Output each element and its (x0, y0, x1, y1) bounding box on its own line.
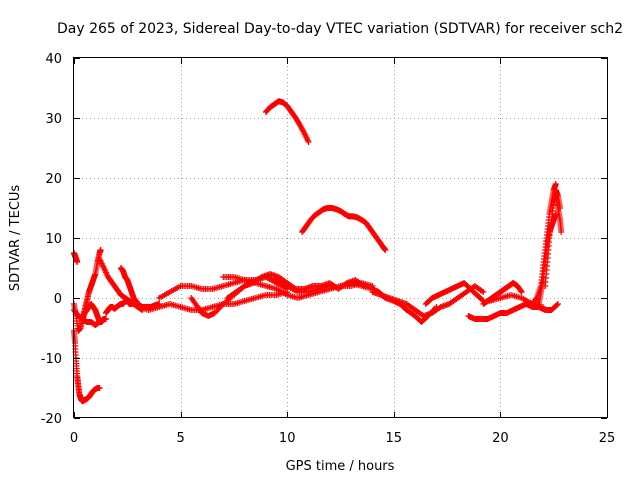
x-tick-label: 15 (386, 431, 403, 446)
y-tick-label: 20 (45, 172, 62, 187)
x-tick-label: 10 (279, 431, 296, 446)
y-tick-labels: -20 -10 0 10 20 30 40 (41, 52, 62, 427)
series-arc-2 (71, 250, 81, 265)
y-tick-label: 10 (45, 232, 62, 247)
series-arc-1 (71, 328, 103, 405)
series-arc-4 (79, 247, 104, 322)
x-tick-label: 20 (492, 431, 509, 446)
data-point (518, 289, 525, 295)
data-point (558, 229, 565, 235)
series-arc-15 (299, 205, 389, 253)
data-point (305, 139, 312, 145)
data-point (100, 316, 107, 322)
data-point (96, 385, 103, 391)
data-point (552, 181, 559, 187)
series-arc-9 (134, 289, 291, 313)
data-point (480, 289, 487, 295)
data-point (540, 304, 547, 310)
y-tick-label: 0 (54, 292, 62, 307)
series-arc-20 (480, 280, 525, 307)
x-tick-label: 25 (599, 431, 616, 446)
data-point (518, 288, 525, 294)
y-axis-label: SDTVAR / TECUs (8, 185, 23, 292)
x-tick-label: 5 (176, 431, 184, 446)
chart-title: Day 265 of 2023, Sidereal Day-to-day VTE… (57, 21, 623, 37)
axis-ticks (74, 58, 608, 419)
data-point (74, 259, 81, 265)
series-arc-19 (465, 301, 561, 322)
series-arc-14 (262, 98, 312, 145)
plot-frame (73, 57, 608, 418)
series-arc-25 (550, 193, 565, 235)
data-points (71, 98, 565, 405)
y-tick-label: -20 (41, 412, 62, 427)
y-tick-label: 40 (45, 52, 62, 67)
grid-lines (74, 58, 607, 418)
y-tick-label: -10 (41, 352, 62, 367)
data-point (97, 247, 104, 253)
x-axis-label: GPS time / hours (286, 459, 395, 474)
x-tick-label: 0 (70, 431, 78, 446)
series-arc-7 (96, 256, 146, 313)
data-point (553, 302, 560, 308)
y-tick-label: 30 (45, 112, 62, 127)
data-point (382, 247, 389, 253)
x-tick-labels: 0 5 10 15 20 25 (70, 431, 615, 446)
data-point (554, 301, 561, 307)
